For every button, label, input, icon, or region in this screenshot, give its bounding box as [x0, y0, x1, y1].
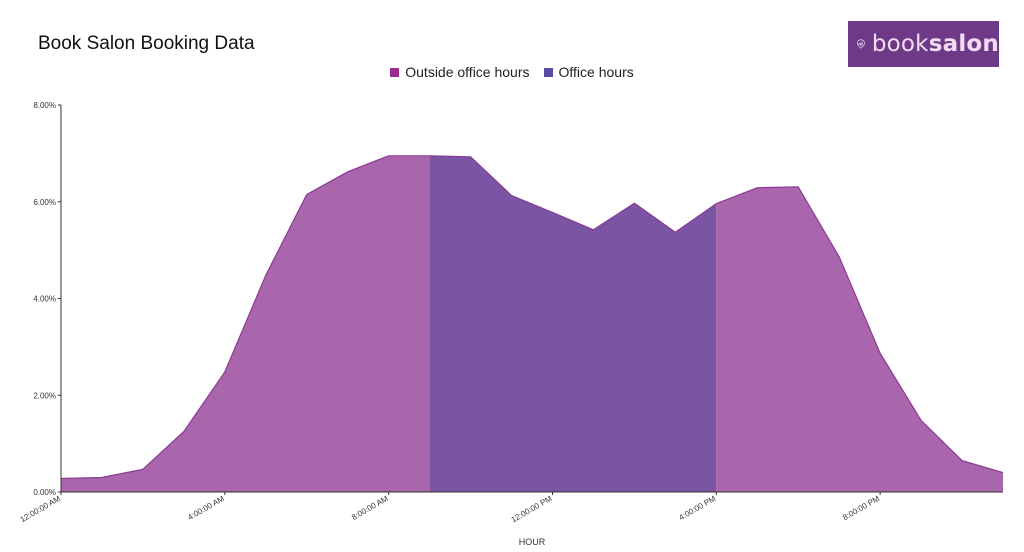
y-tick-label: 8.00% — [33, 101, 56, 110]
x-tick-label: 4:00:00 AM — [186, 494, 226, 522]
x-tick-label: 4:00:00 PM — [677, 494, 717, 522]
logo-wordmark: booksalon — [872, 31, 999, 57]
x-tick-label: 8:00:00 PM — [841, 494, 881, 522]
y-tick-label: 6.00% — [33, 198, 56, 207]
legend-label-office: Office hours — [558, 64, 634, 80]
legend-swatch-outside — [390, 67, 400, 77]
x-axis-title: HOUR — [519, 537, 546, 547]
area-series-office-1 — [429, 155, 717, 493]
legend-swatch-office — [543, 67, 553, 77]
y-tick-label: 0.00% — [33, 488, 56, 497]
legend-item-office[interactable]: Office hours — [543, 64, 634, 80]
chart-title: Book Salon Booking Data — [38, 33, 255, 54]
y-tick-label: 4.00% — [33, 295, 56, 304]
series-outline — [60, 155, 1004, 480]
y-tick-label: 2.00% — [33, 391, 56, 400]
x-tick-label: 12:00:00 PM — [510, 494, 554, 525]
area-series-outside-2 — [716, 186, 1003, 493]
logo-text-bold: salon — [928, 31, 999, 57]
chart-legend: Outside office hours Office hours — [0, 64, 1024, 80]
scissors-pin-icon — [856, 39, 865, 49]
logo-text-light: book — [871, 31, 929, 57]
legend-label-outside: Outside office hours — [405, 64, 530, 80]
booksalon-logo: booksalon — [848, 21, 999, 67]
legend-item-outside[interactable]: Outside office hours — [390, 64, 530, 80]
x-tick-label: 12:00:00 AM — [19, 494, 63, 524]
x-tick-label: 8:00:00 AM — [350, 494, 390, 522]
